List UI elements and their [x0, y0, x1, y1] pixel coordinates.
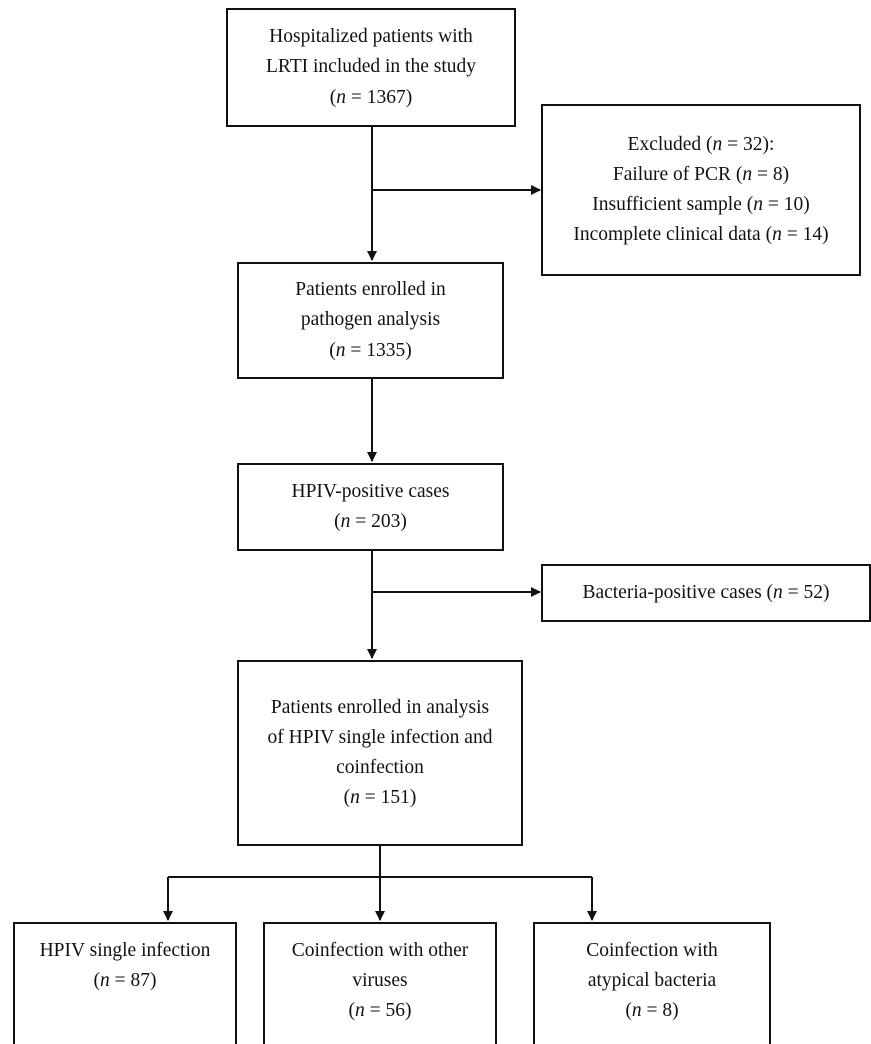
analysis-count: (n = 151)	[343, 787, 417, 809]
coinf-bacteria-line1: Coinfection with	[586, 940, 718, 961]
single-count: (n = 87)	[93, 970, 157, 992]
enrolled-count: (n = 1335)	[329, 339, 412, 361]
enrolled-box: Patients enrolled in pathogen analysis (…	[237, 262, 504, 379]
excluded-reason-pcr: Failure of PCR (n = 8)	[612, 163, 790, 185]
coinf-viruses-line1: Coinfection with other	[291, 940, 469, 961]
hpiv-positive-count: (n = 203)	[334, 511, 407, 532]
bacteria-positive-text: Bacteria-positive cases (n = 52)	[582, 581, 830, 603]
coinf-viruses-count: (n = 56)	[348, 1000, 412, 1022]
coinf-bacteria-line2: atypical bacteria	[587, 970, 717, 992]
single-line1: HPIV single infection	[39, 940, 211, 961]
excluded-box: Excluded (n = 32): Failure of PCR (n = 8…	[541, 104, 861, 276]
included-box: Hospitalized patients with LRTI included…	[226, 8, 516, 127]
excluded-reason-clinical: Incomplete clinical data (n = 14)	[573, 224, 829, 246]
analysis-box: Patients enrolled in analysis of HPIV si…	[237, 660, 523, 846]
coinf-viruses-line2: viruses	[352, 970, 408, 992]
analysis-line3: coinfection	[336, 757, 424, 778]
hpiv-positive-line1: HPIV-positive cases	[291, 480, 450, 502]
enrolled-line1: Patients enrolled in	[295, 279, 446, 301]
single-infection-box: HPIV single infection (n = 87)	[13, 922, 237, 1044]
included-count: (n = 1367)	[329, 86, 413, 108]
excluded-reason-sample: Insufficient sample (n = 10)	[592, 194, 810, 215]
analysis-line2: of HPIV single infection and	[267, 726, 493, 748]
included-line1: Hospitalized patients with	[269, 26, 473, 48]
coinf-bacteria-count: (n = 8)	[625, 1000, 679, 1022]
coinfection-viruses-box: Coinfection with other viruses (n = 56)	[263, 922, 497, 1044]
hpiv-positive-box: HPIV-positive cases (n = 203)	[237, 463, 504, 551]
coinfection-bacteria-box: Coinfection with atypical bacteria (n = …	[533, 922, 771, 1044]
excluded-heading: Excluded (n = 32):	[627, 133, 775, 155]
bacteria-positive-box: Bacteria-positive cases (n = 52)	[541, 564, 871, 622]
analysis-line1: Patients enrolled in analysis	[270, 696, 490, 718]
enrolled-line2: pathogen analysis	[300, 309, 441, 331]
included-line2: LRTI included in the study	[265, 56, 477, 78]
